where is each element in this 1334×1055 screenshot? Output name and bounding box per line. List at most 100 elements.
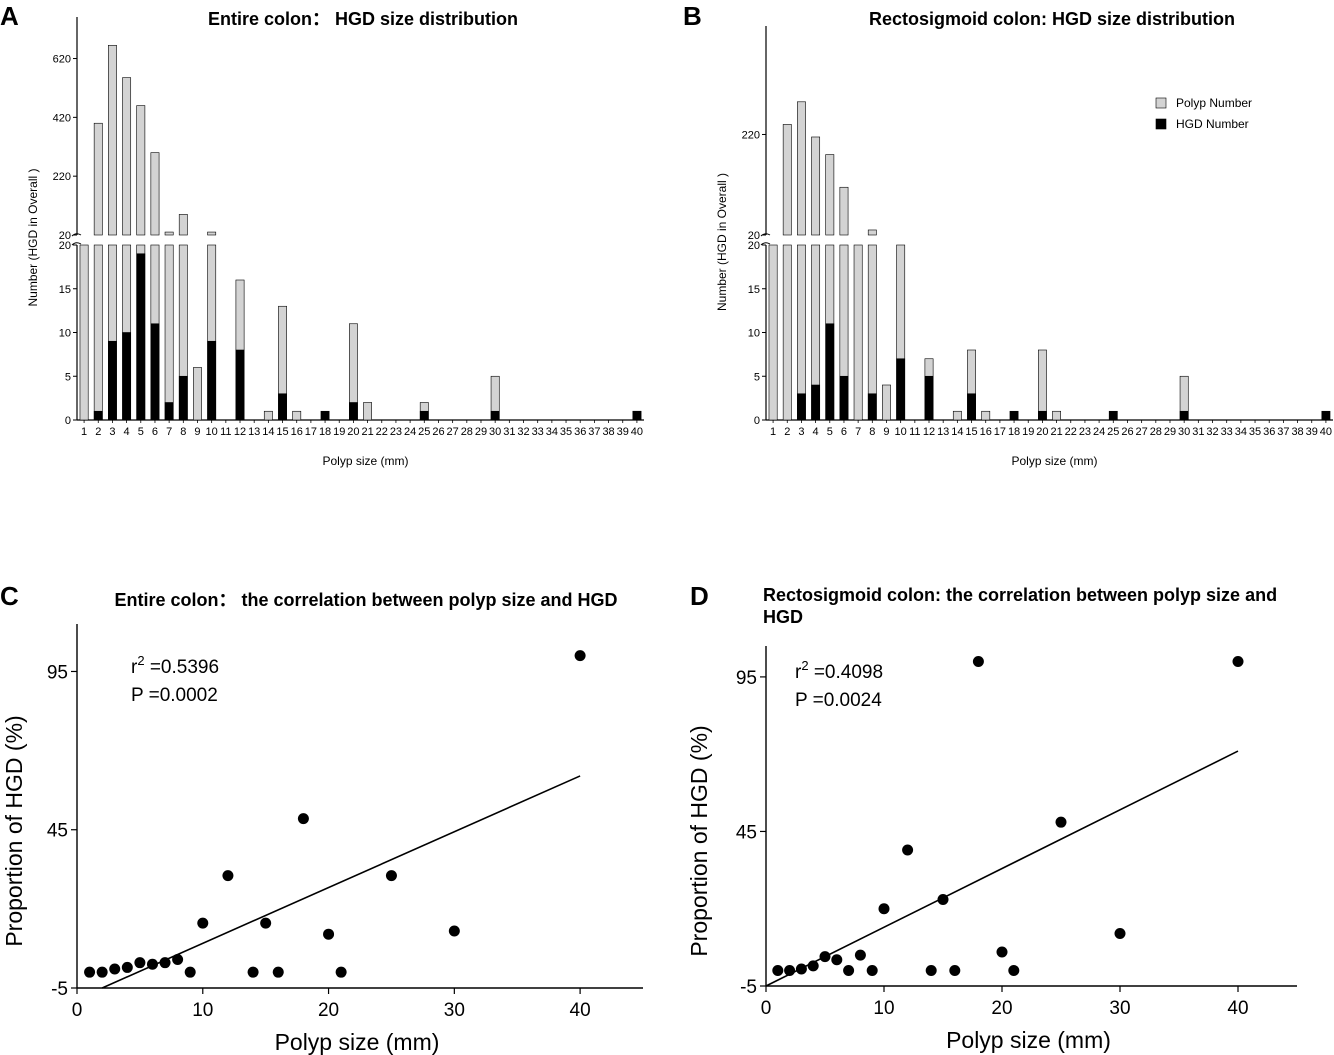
x-axis-label: Polyp size (mm) — [946, 1027, 1111, 1053]
y-tick-label-lower: 10 — [59, 328, 71, 340]
x-tick-label: 40 — [1320, 426, 1332, 438]
x-tick-label: 10 — [895, 426, 907, 438]
data-point-13 — [272, 966, 284, 978]
x-tick-label: 5 — [827, 426, 833, 438]
bar-hgd-10 — [896, 358, 906, 421]
y-tick-label-lower: 10 — [748, 328, 760, 340]
bar-polyp-7 — [853, 244, 863, 421]
y-axis-label: Number (HGD in Overall ) — [715, 173, 729, 311]
x-tick-label: 23 — [390, 426, 402, 438]
y-tick-label: 95 — [736, 668, 757, 689]
bar-polyp-upper-2 — [782, 124, 792, 236]
data-point-13 — [949, 965, 961, 977]
x-tick-label: 10 — [192, 1000, 213, 1021]
bar-polyp-16 — [292, 410, 302, 421]
bar-hgd-15 — [278, 393, 287, 421]
x-tick-label: 14 — [951, 426, 963, 438]
panel-d-title-line1: Rectosigmoid colon: the correlation betw… — [763, 585, 1277, 605]
x-tick-label: 25 — [418, 426, 430, 438]
panel-label-a: A — [0, 1, 19, 31]
data-point-12 — [260, 917, 272, 929]
legend-swatch-polyp — [1155, 97, 1167, 109]
data-point-3 — [121, 961, 133, 973]
data-point-6 — [159, 957, 171, 969]
x-tick-label: 12 — [234, 426, 246, 438]
x-tick-label: 24 — [404, 426, 416, 438]
x-tick-label: 39 — [1306, 426, 1318, 438]
data-point-7 — [172, 954, 184, 966]
y-tick-label-lower: 5 — [754, 371, 760, 383]
x-tick-label: 17 — [994, 426, 1006, 438]
x-tick-label: 7 — [166, 426, 172, 438]
panel-a-title: Entire colon： HGD size distribution — [208, 9, 518, 29]
bar-hgd-4 — [122, 332, 132, 421]
x-tick-label: 17 — [305, 426, 317, 438]
x-tick-label: 40 — [1227, 998, 1248, 1019]
r-squared-symbol: r — [131, 657, 138, 678]
x-tick-label: 14 — [262, 426, 274, 438]
bar-polyp-9 — [882, 384, 891, 421]
y-tick-label-upper: 20 — [59, 230, 71, 242]
x-tick-label: 10 — [206, 426, 218, 438]
x-tick-label: 40 — [570, 1000, 591, 1021]
bar-polyp-lower-7 — [164, 244, 174, 421]
bar-polyp-20 — [1038, 349, 1047, 421]
y-tick-label-upper: 420 — [53, 112, 71, 124]
x-tick-label: 28 — [461, 426, 473, 438]
x-tick-label: 16 — [980, 426, 992, 438]
bar-hgd-12 — [235, 349, 245, 421]
data-point-9 — [878, 903, 890, 915]
x-tick-label: 9 — [194, 426, 200, 438]
data-point-2 — [795, 963, 807, 975]
bar-hgd-12 — [924, 375, 934, 421]
data-point-11 — [247, 966, 259, 978]
bar-hgd-30 — [490, 410, 500, 421]
y-tick-label: 95 — [47, 662, 68, 683]
data-point-8 — [866, 965, 878, 977]
data-point-16 — [335, 966, 347, 978]
y-tick-label: 45 — [47, 821, 68, 842]
bar-polyp-21 — [1052, 410, 1061, 421]
r-squared-symbol: r — [795, 662, 802, 683]
x-tick-label: 23 — [1079, 426, 1091, 438]
bar-polyp-upper-7 — [164, 231, 174, 236]
x-tick-label: 4 — [124, 426, 130, 438]
x-tick-label: 31 — [503, 426, 515, 438]
x-tick-label: 35 — [1249, 426, 1261, 438]
data-point-19 — [574, 650, 586, 662]
data-point-10 — [902, 844, 914, 856]
x-tick-label: 36 — [574, 426, 586, 438]
x-tick-label: 7 — [855, 426, 861, 438]
data-point-4 — [819, 951, 831, 963]
r-squared-exponent: 2 — [801, 658, 808, 673]
bar-polyp-upper-6 — [150, 152, 160, 236]
panel-label-c: C — [0, 581, 19, 611]
bar-hgd-30 — [1179, 410, 1189, 421]
p-value-label: P =0.0024 — [795, 690, 882, 711]
y-axis-label: Proportion of HGD (%) — [1, 715, 27, 946]
data-point-14 — [297, 813, 309, 825]
bar-polyp-1 — [768, 244, 778, 421]
bar-hgd-6 — [150, 323, 160, 421]
r-squared-value: =0.4098 — [809, 662, 884, 683]
x-tick-label: 16 — [291, 426, 303, 438]
bar-hgd-40 — [1321, 410, 1331, 421]
x-tick-label: 28 — [1150, 426, 1162, 438]
x-tick-label: 5 — [138, 426, 144, 438]
bar-polyp-14 — [263, 410, 273, 421]
x-tick-label: 31 — [1192, 426, 1204, 438]
x-tick-label: 25 — [1107, 426, 1119, 438]
data-point-16 — [1008, 965, 1020, 977]
data-point-5 — [831, 954, 843, 966]
axis-break-band — [760, 234, 1333, 246]
panel-c-title: Entire colon： the correlation between po… — [114, 590, 617, 610]
x-tick-label: 35 — [560, 426, 572, 438]
x-tick-label: 34 — [546, 426, 558, 438]
x-tick-label: 20 — [347, 426, 359, 438]
x-tick-label: 30 — [1109, 998, 1130, 1019]
data-point-18 — [1114, 927, 1126, 939]
data-point-19 — [1232, 655, 1244, 667]
x-tick-label: 11 — [909, 426, 920, 438]
data-point-10 — [222, 870, 234, 882]
